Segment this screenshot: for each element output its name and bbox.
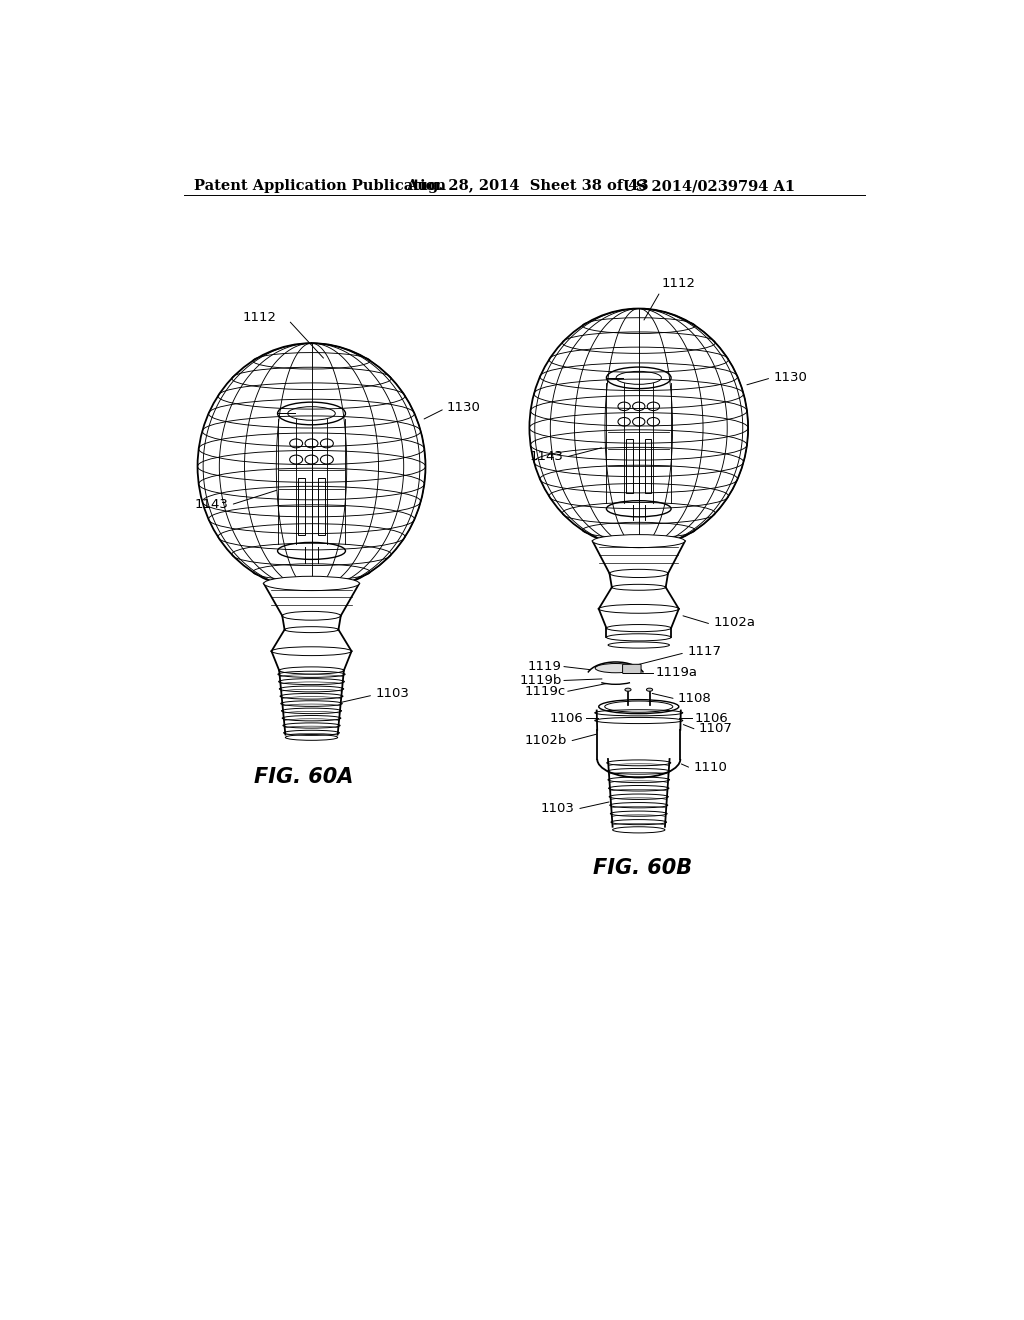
Text: 1103: 1103 — [376, 686, 410, 700]
Text: 1112: 1112 — [243, 312, 276, 325]
FancyBboxPatch shape — [623, 664, 641, 673]
Text: 1106: 1106 — [694, 711, 728, 725]
Bar — [317, 478, 325, 535]
Bar — [298, 478, 305, 535]
Text: 1119: 1119 — [528, 660, 562, 673]
Text: 1119c: 1119c — [524, 685, 565, 698]
Text: FIG. 60B: FIG. 60B — [593, 858, 692, 878]
Ellipse shape — [593, 535, 685, 548]
Text: 1117: 1117 — [687, 644, 721, 657]
Text: 1108: 1108 — [678, 693, 712, 705]
Ellipse shape — [612, 826, 665, 833]
Ellipse shape — [599, 700, 679, 714]
Bar — [644, 440, 651, 494]
Text: FIG. 60A: FIG. 60A — [254, 767, 353, 787]
Text: 1143: 1143 — [195, 499, 228, 511]
Text: 1103: 1103 — [541, 801, 574, 814]
Text: Patent Application Publication: Patent Application Publication — [194, 180, 445, 193]
Text: 1107: 1107 — [698, 722, 733, 735]
Text: 1143: 1143 — [529, 450, 563, 463]
Text: 1119a: 1119a — [655, 667, 697, 680]
Text: 1106: 1106 — [550, 711, 584, 725]
Text: 1130: 1130 — [447, 401, 481, 414]
Ellipse shape — [625, 688, 631, 692]
Ellipse shape — [264, 577, 359, 590]
Text: 1110: 1110 — [693, 760, 727, 774]
Ellipse shape — [286, 734, 338, 741]
Ellipse shape — [646, 688, 652, 692]
Text: 1112: 1112 — [662, 277, 696, 290]
Text: 1119b: 1119b — [519, 675, 562, 686]
Text: US 2014/0239794 A1: US 2014/0239794 A1 — [624, 180, 796, 193]
Ellipse shape — [595, 664, 636, 673]
Bar — [626, 440, 633, 494]
Text: Aug. 28, 2014  Sheet 38 of 43: Aug. 28, 2014 Sheet 38 of 43 — [407, 180, 649, 193]
Text: 1102b: 1102b — [524, 734, 567, 747]
Text: 1102a: 1102a — [714, 616, 756, 630]
Text: 1130: 1130 — [773, 371, 807, 384]
